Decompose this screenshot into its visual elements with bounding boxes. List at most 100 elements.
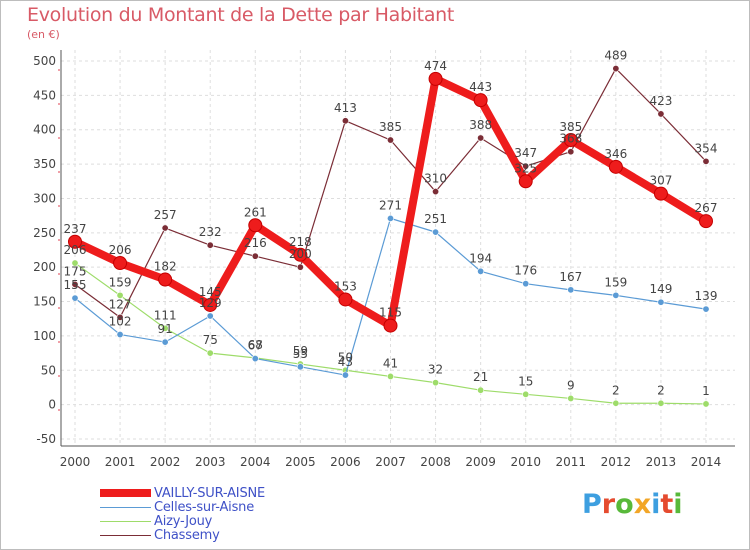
data-point	[296, 263, 304, 271]
data-label: 206	[109, 243, 132, 257]
y-tick-label: 0	[48, 398, 56, 412]
logo-letter: t	[660, 489, 674, 520]
legend-label: Aizy-Jouy	[154, 513, 213, 529]
y-tick-label: 100	[33, 329, 56, 343]
data-label: 267	[695, 201, 718, 215]
x-tick-label: 2013	[646, 455, 677, 469]
data-point	[116, 331, 124, 339]
data-point	[567, 286, 575, 294]
data-point	[432, 228, 440, 236]
data-label: 251	[424, 212, 447, 226]
data-label: 237	[64, 222, 87, 236]
y-tick-label: 400	[33, 123, 56, 137]
x-tick-label: 2002	[150, 455, 181, 469]
x-tick-label: 2012	[601, 455, 632, 469]
data-point	[702, 305, 710, 313]
data-point	[203, 297, 218, 312]
y-tick-label: 50	[41, 363, 56, 377]
x-tick-label: 2009	[465, 455, 496, 469]
data-label: 2	[657, 383, 665, 397]
x-tick-label: 2008	[420, 455, 451, 469]
chart-title: Evolution du Montant de la Dette par Hab…	[27, 4, 455, 26]
data-point	[71, 280, 79, 288]
x-tick-label: 2000	[60, 455, 91, 469]
y-tick-label: 250	[33, 226, 56, 240]
data-label: 423	[649, 94, 672, 108]
data-point	[702, 400, 710, 408]
data-point	[293, 247, 308, 262]
data-point	[612, 291, 620, 299]
logo-letter: r	[601, 489, 616, 520]
y-tick-label: 300	[33, 191, 56, 205]
data-point	[248, 218, 263, 233]
data-label: 75	[203, 333, 218, 347]
data-label: 149	[649, 282, 672, 296]
data-point	[341, 117, 349, 125]
data-label: 443	[469, 80, 492, 94]
data-point	[612, 65, 620, 73]
data-label: 55	[293, 347, 308, 361]
data-label: 2	[612, 383, 620, 397]
data-point	[161, 224, 169, 232]
data-point	[161, 324, 169, 332]
y-tick-label: 500	[33, 54, 56, 68]
data-point	[71, 259, 79, 267]
x-tick-label: 2010	[510, 455, 541, 469]
data-point	[116, 291, 124, 299]
data-label: 167	[559, 270, 582, 284]
y-tick-label: 450	[33, 88, 56, 102]
data-label: 139	[695, 289, 718, 303]
data-label: 145	[199, 285, 222, 299]
x-tick-label: 2011	[556, 455, 587, 469]
data-label: 218	[289, 235, 312, 249]
logo-letter: P	[582, 489, 602, 520]
data-label: 1	[702, 384, 710, 398]
legend-item: Aizy-Jouy	[100, 513, 265, 529]
legend-swatch	[100, 506, 151, 508]
data-label: 43	[338, 355, 353, 369]
legend-label: Celles-sur-Aisne	[154, 499, 255, 515]
chart-subtitle: (en €)	[27, 28, 60, 41]
data-point	[71, 294, 79, 302]
data-point	[477, 134, 485, 142]
data-point	[116, 313, 124, 321]
data-point	[383, 318, 398, 333]
data-label: 41	[383, 356, 398, 370]
data-label: 388	[469, 118, 492, 132]
x-tick-label: 2014	[691, 455, 722, 469]
data-label: 385	[559, 120, 582, 134]
data-point	[428, 71, 443, 86]
data-label: 232	[199, 225, 222, 239]
data-point	[657, 110, 665, 118]
proxiti-logo: Proxiti	[582, 489, 683, 520]
y-tick-label: 350	[33, 157, 56, 171]
data-point	[563, 133, 578, 148]
data-point	[206, 312, 214, 320]
data-label: 127	[109, 297, 132, 311]
data-point	[653, 186, 668, 201]
data-point	[612, 399, 620, 407]
data-point	[522, 280, 530, 288]
data-label: 206	[64, 243, 87, 257]
data-point	[386, 214, 394, 222]
legend-swatch	[100, 489, 151, 497]
y-tick-label: 200	[33, 260, 56, 274]
data-point	[567, 394, 575, 402]
data-point	[432, 379, 440, 387]
x-tick-label: 2007	[375, 455, 406, 469]
data-label: 153	[334, 279, 357, 293]
data-label: 176	[514, 264, 537, 278]
data-label: 182	[154, 260, 177, 274]
data-label: 216	[244, 236, 267, 250]
data-label: 474	[424, 59, 447, 73]
data-label: 347	[514, 146, 537, 160]
data-label: 257	[154, 208, 177, 222]
data-label: 325	[514, 161, 537, 175]
y-tick-label: -50	[36, 432, 56, 446]
logo-letter: x	[633, 489, 652, 520]
legend-item: VAILLY-SUR-AISNE	[100, 486, 265, 501]
data-label: 368	[559, 132, 582, 146]
data-label: 200	[289, 247, 312, 261]
legend-swatch	[100, 534, 151, 536]
